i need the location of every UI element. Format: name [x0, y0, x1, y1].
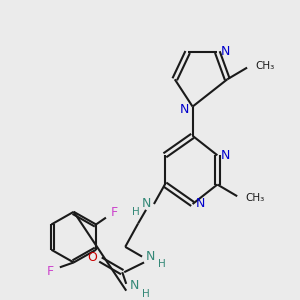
- Text: N: N: [220, 45, 230, 58]
- Text: F: F: [110, 206, 117, 219]
- Text: F: F: [46, 265, 53, 278]
- Text: H: H: [132, 207, 140, 217]
- Text: N: N: [145, 250, 155, 263]
- Text: CH₃: CH₃: [245, 193, 264, 203]
- Text: H: H: [158, 260, 166, 269]
- Text: H: H: [142, 289, 150, 298]
- Text: N: N: [141, 197, 151, 211]
- Text: N: N: [196, 197, 205, 211]
- Text: N: N: [130, 279, 139, 292]
- Text: N: N: [220, 149, 230, 162]
- Text: N: N: [180, 103, 189, 116]
- Text: CH₃: CH₃: [255, 61, 274, 71]
- Text: O: O: [88, 251, 98, 264]
